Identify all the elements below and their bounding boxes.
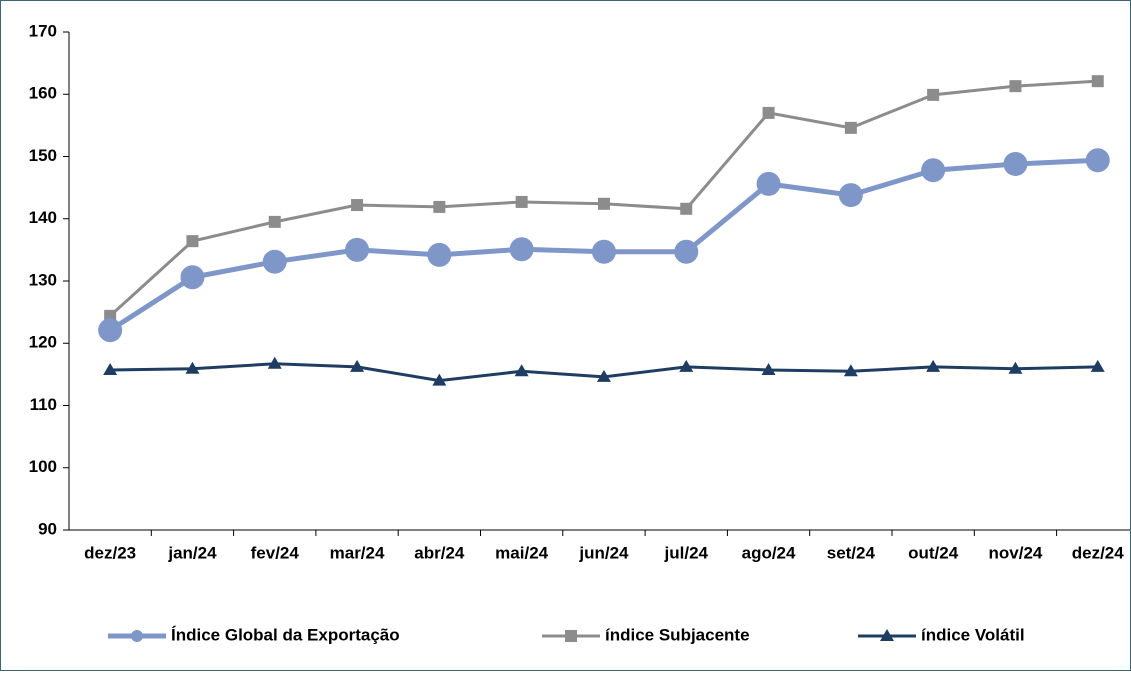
x-tick-label: jun/24 <box>578 543 629 562</box>
y-tick-label: 140 <box>29 208 57 227</box>
x-tick-label: mar/24 <box>330 543 385 562</box>
x-tick-label: jan/24 <box>167 543 217 562</box>
x-tick-label: out/24 <box>908 543 959 562</box>
marker <box>1003 151 1028 176</box>
marker <box>103 363 118 376</box>
y-tick-label: 100 <box>29 457 57 476</box>
marker <box>1091 75 1104 88</box>
marker <box>674 239 699 264</box>
marker <box>597 197 610 210</box>
x-tick-label: set/24 <box>827 543 876 562</box>
y-tick-label: 170 <box>29 21 57 40</box>
marker <box>844 121 857 134</box>
x-tick-label: fev/24 <box>251 543 300 562</box>
marker <box>756 171 781 196</box>
x-tick-label: dez/23 <box>84 543 136 562</box>
marker <box>843 364 858 377</box>
marker <box>185 361 200 374</box>
x-tick-label: nov/24 <box>989 543 1043 562</box>
marker <box>509 237 534 262</box>
y-tick-label: 160 <box>29 84 57 103</box>
marker <box>927 88 940 101</box>
y-tick-label: 130 <box>29 270 57 289</box>
y-tick-label: 110 <box>30 395 57 414</box>
marker <box>680 202 693 215</box>
y-tick-label: 120 <box>29 333 57 352</box>
marker <box>350 359 365 372</box>
legend-label: índice Volátil <box>921 625 1025 644</box>
marker <box>1085 148 1110 173</box>
x-tick-label: abr/24 <box>414 543 465 562</box>
marker <box>433 200 446 213</box>
marker <box>1009 80 1022 93</box>
x-tick-label: dez/24 <box>1072 543 1125 562</box>
marker <box>596 369 611 382</box>
marker <box>427 242 452 267</box>
x-tick-label: jul/24 <box>664 543 709 562</box>
y-tick-label: 90 <box>38 519 57 538</box>
marker <box>761 363 776 376</box>
x-tick-label: mai/24 <box>495 543 548 562</box>
marker <box>565 630 577 642</box>
marker <box>267 356 282 369</box>
marker <box>98 318 123 343</box>
marker <box>921 158 946 183</box>
legend-label: índice Subjacente <box>605 625 750 644</box>
marker <box>515 195 528 208</box>
marker <box>1008 361 1023 374</box>
marker <box>186 235 199 248</box>
legend-label: Índice Global da Exportação <box>171 625 400 644</box>
marker <box>591 239 616 264</box>
marker <box>880 629 894 641</box>
y-tick-label: 150 <box>29 146 57 165</box>
marker <box>180 265 205 290</box>
marker <box>432 373 447 386</box>
marker <box>679 359 694 372</box>
x-tick-label: ago/24 <box>742 543 796 562</box>
marker <box>268 215 281 228</box>
marker <box>345 237 370 262</box>
marker <box>351 199 364 212</box>
marker <box>514 364 529 377</box>
marker <box>1090 359 1105 372</box>
marker <box>762 106 775 119</box>
marker <box>838 183 863 208</box>
marker <box>926 359 941 372</box>
marker <box>131 630 143 642</box>
marker <box>262 249 287 274</box>
